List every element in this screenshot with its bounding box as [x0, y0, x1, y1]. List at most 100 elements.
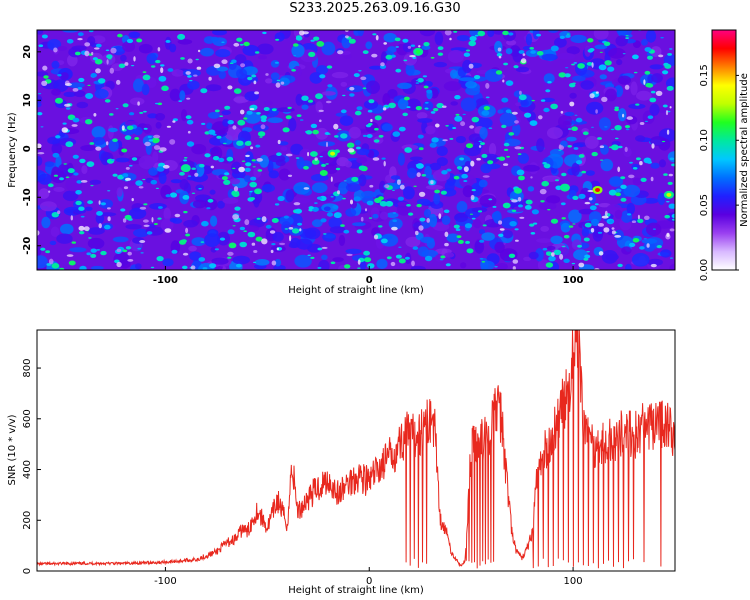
heatmap-cell: [514, 120, 519, 124]
heatmap-cell: [567, 145, 572, 148]
heatmap-cell: [51, 88, 61, 96]
heatmap-cell: [47, 136, 60, 145]
heatmap-cell: [155, 113, 166, 121]
heatmap-cell: [398, 126, 406, 132]
heatmap-cell: [319, 155, 323, 158]
heatmap-cell: [628, 103, 646, 110]
heatmap-cell: [96, 249, 100, 251]
heatmap-cell: [349, 86, 355, 91]
heatmap-cell: [441, 170, 448, 175]
heatmap-cell: [617, 263, 623, 268]
heatmap-cell: [271, 218, 279, 223]
heatmap-cell: [424, 101, 429, 104]
heatmap-cell: [603, 227, 610, 233]
heatmap-cell: [109, 113, 114, 116]
heatmap-cell: [669, 48, 673, 50]
heatmap-cell: [260, 115, 267, 120]
heatmap-cell: [292, 228, 300, 234]
heatmap-cell: [153, 134, 161, 139]
heatmap-cell: [434, 31, 444, 46]
heatmap-cell: [600, 159, 604, 161]
heatmap-cell: [52, 152, 60, 158]
heatmap-cell: [356, 106, 363, 111]
heatmap-cell: [575, 117, 583, 123]
heatmap-cell: [137, 247, 142, 250]
heatmap-cell: [314, 157, 318, 161]
heatmap-cell: [182, 265, 188, 270]
heatmap-cell: [262, 31, 267, 35]
heatmap-cell: [527, 186, 535, 192]
heatmap-cell: [357, 30, 364, 37]
heatmap-cell: [614, 125, 622, 131]
heatmap-cell: [601, 215, 609, 219]
heatmap-cell: [512, 266, 516, 270]
heatmap-cell: [455, 136, 466, 144]
heatmap-cell: [480, 163, 492, 174]
heatmap-cell: [337, 50, 344, 55]
heatmap-cell: [518, 175, 525, 181]
heatmap-cell: [460, 159, 464, 161]
heatmap-cell: [335, 167, 341, 171]
heatmap-y-axis: -20 -10 0 10 20: [22, 45, 41, 255]
heatmap-cell: [454, 213, 468, 223]
heatmap-cell: [426, 89, 433, 94]
heatmap-cell: [624, 146, 628, 152]
heatmap-cell: [573, 249, 588, 261]
heatmap-cell: [137, 101, 140, 106]
heatmap-cell: [481, 153, 488, 158]
heatmap-cell: [321, 254, 328, 260]
heatmap-cell: [647, 115, 654, 119]
heatmap-cell: [601, 96, 608, 102]
snr-series-line: [37, 330, 675, 569]
heatmap-cell: [514, 187, 522, 194]
heatmap-cell: [671, 163, 675, 167]
heatmap-cell: [586, 101, 604, 115]
heatmap-cell: [330, 261, 336, 265]
heatmap-cell: [190, 265, 196, 270]
heatmap-cell: [566, 46, 580, 55]
heatmap-cell: [598, 251, 604, 256]
heatmap-cell: [593, 30, 609, 40]
heatmap-cell: [381, 123, 393, 132]
heatmap-cell: [632, 177, 643, 186]
heatmap-cell: [631, 220, 637, 223]
line-x-axis-label: Height of straight line (km): [288, 585, 424, 596]
heatmap-cell: [129, 164, 133, 167]
heatmap-cell: [577, 244, 583, 248]
heatmap-cell: [150, 266, 155, 269]
heatmap-cell: [76, 101, 89, 109]
y-tick-label: 400: [22, 460, 33, 479]
heatmap-cell: [90, 73, 98, 78]
heatmap-cell: [92, 136, 106, 146]
heatmap-cell: [66, 107, 71, 110]
heatmap-cell: [151, 65, 156, 68]
heatmap-cell: [627, 213, 632, 216]
heatmap-cells: [37, 30, 675, 270]
heatmap-cell: [468, 40, 477, 47]
heatmap-cell: [326, 212, 334, 217]
heatmap-cell: [187, 58, 193, 64]
heatmap-cell: [169, 88, 181, 102]
heatmap-cell: [397, 196, 404, 201]
heatmap-cell: [513, 65, 519, 69]
heatmap-cell: [124, 135, 132, 140]
heatmap-cell: [539, 188, 547, 195]
heatmap-cell: [374, 127, 379, 131]
heatmap-cell: [453, 175, 460, 180]
heatmap-cell: [643, 157, 652, 164]
heatmap-cell: [329, 226, 346, 234]
heatmap-cell: [663, 62, 669, 67]
heatmap-cell: [564, 111, 575, 117]
heatmap-cell: [380, 233, 399, 247]
heatmap-cell: [213, 63, 221, 69]
heatmap-cell: [79, 231, 85, 235]
heatmap-cell: [455, 228, 461, 231]
heatmap-cell: [471, 217, 476, 220]
heatmap-cell: [511, 199, 518, 203]
heatmap-cell: [179, 239, 186, 245]
heatmap-cell: [620, 197, 627, 202]
heatmap-cell: [80, 215, 85, 218]
heatmap-cell: [237, 119, 246, 126]
heatmap-cell: [430, 56, 435, 59]
heatmap-cell: [236, 37, 243, 42]
